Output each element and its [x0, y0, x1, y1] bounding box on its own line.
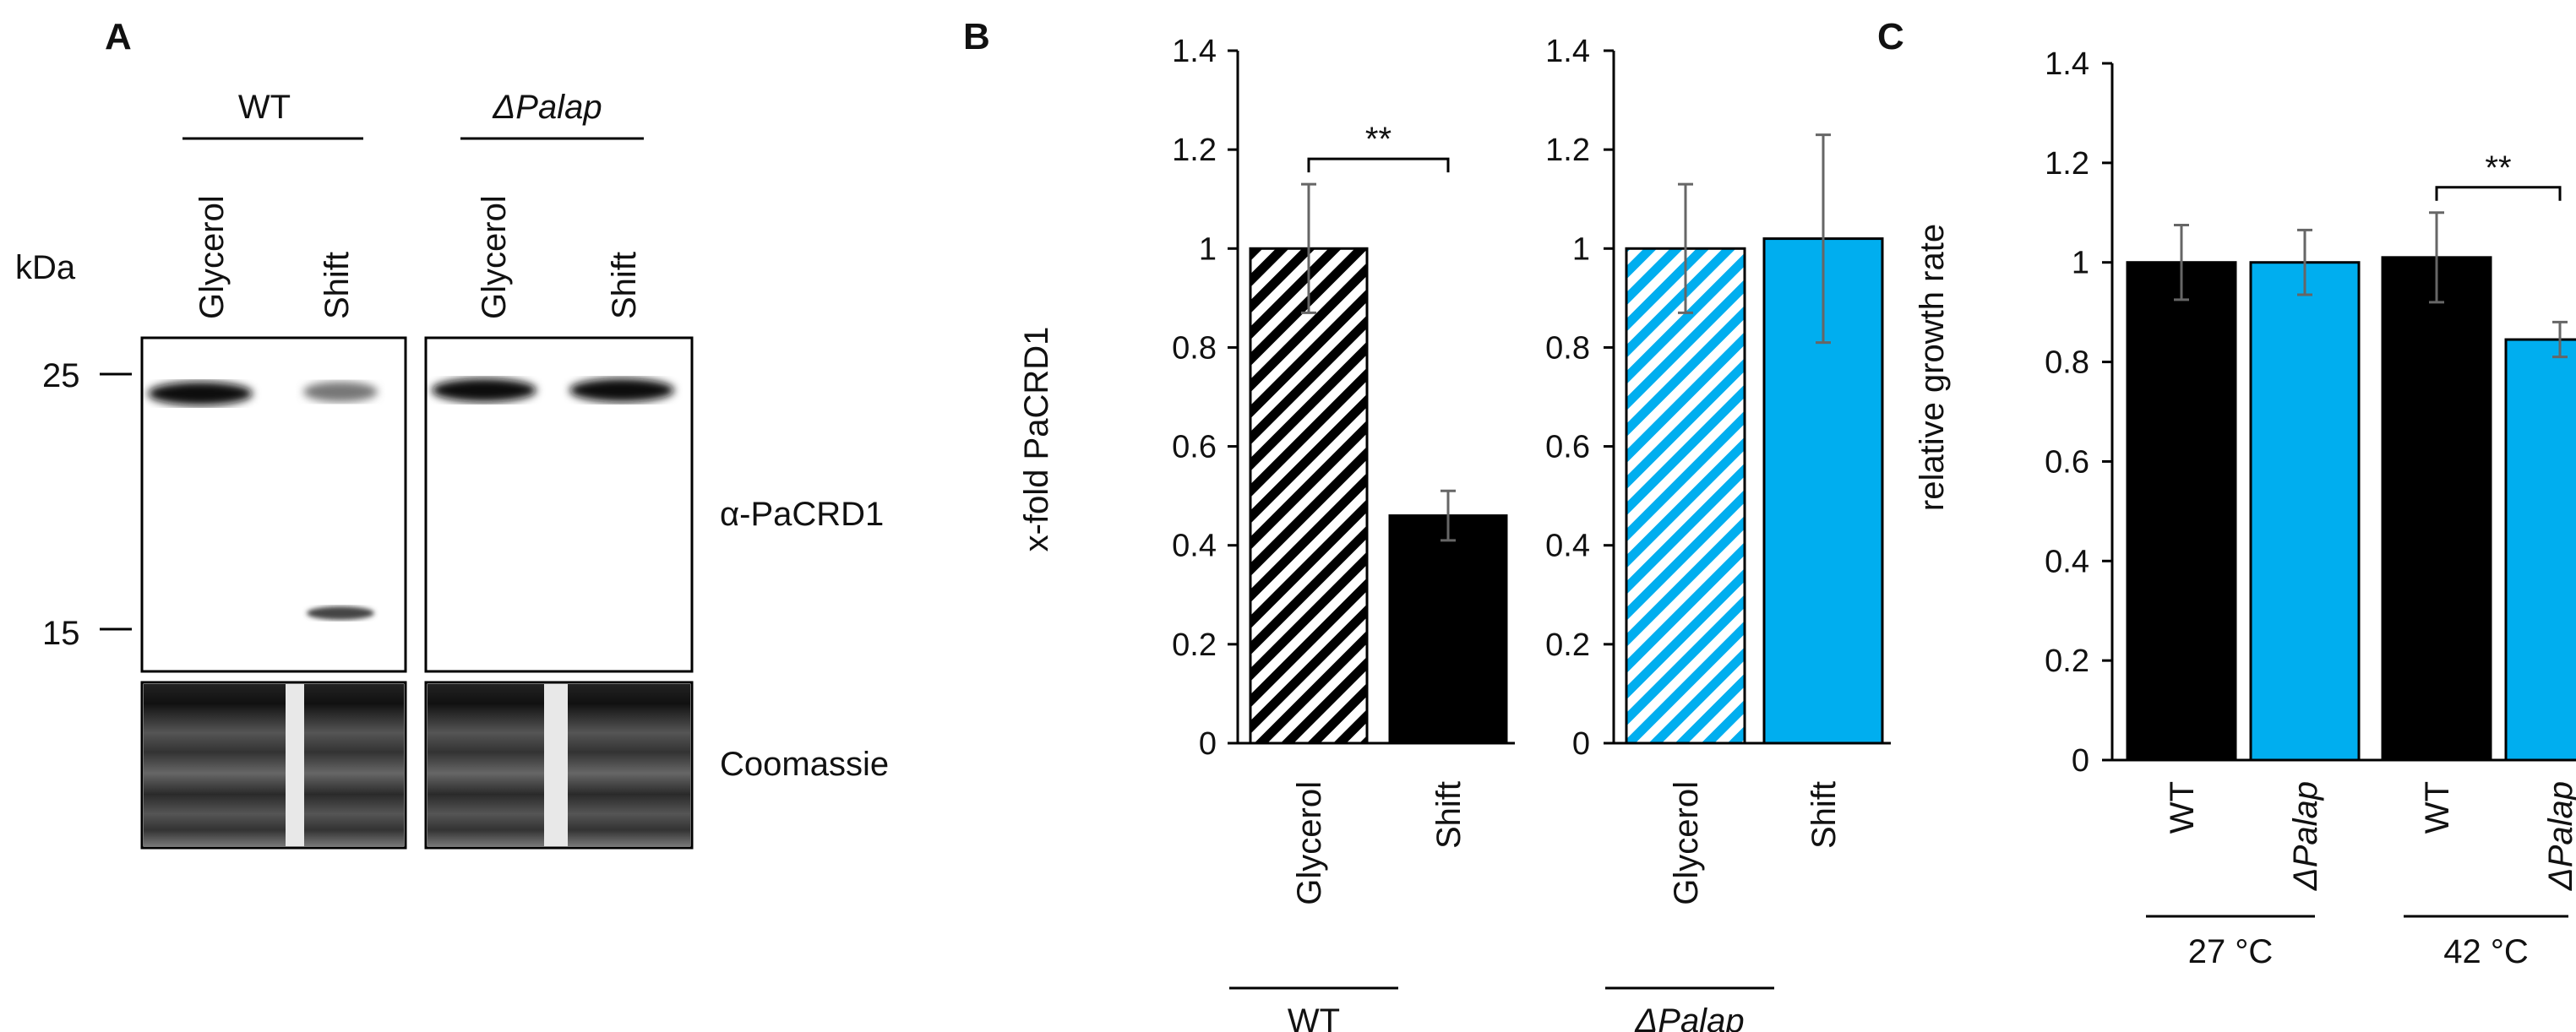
panel-c-letter: C: [1877, 16, 1904, 57]
coomassie-label: Coomassie: [720, 746, 889, 783]
category-label: WT: [2419, 781, 2456, 834]
bar: [1249, 247, 1369, 745]
coomassie-palap: [424, 681, 694, 850]
lane-label-wt-shift: Shift: [319, 252, 356, 319]
y-tick-label: 1.4: [1545, 34, 1590, 69]
bar: [2381, 256, 2492, 762]
bar: [2504, 338, 2576, 762]
category-label: Shift: [1430, 781, 1468, 849]
category-label: ΔPalap: [2542, 781, 2576, 891]
category-label: ΔPalap: [2287, 781, 2324, 891]
y-tick-label: 1: [1572, 231, 1590, 267]
lane-label-palap-shift: Shift: [606, 252, 643, 319]
y-tick-label: 0.8: [2045, 345, 2089, 381]
significance-bracket: [1307, 157, 1450, 173]
y-tick-label: 0: [1572, 726, 1590, 762]
group-label: WT: [1288, 1002, 1340, 1032]
category-label: Glycerol: [1291, 781, 1328, 905]
blot-wt: [140, 336, 407, 673]
y-tick-label: 0.2: [2045, 644, 2089, 679]
panel-c: C relative growth rate 0 0.2 0.4 0.6 0.8 1 1.2…: [1877, 16, 2576, 970]
significance-bracket: [2435, 186, 2562, 201]
y-tick-label: 1.2: [1545, 133, 1590, 168]
group-label: ΔPalap: [1634, 1002, 1744, 1032]
kda-label: kDa: [15, 249, 76, 286]
panel-a: A WT ΔPalap Glycerol Shift Glycerol Shif…: [15, 16, 889, 850]
y-tick-label: 0.4: [2045, 544, 2089, 579]
marker-25: 25: [42, 357, 80, 394]
panel-c-ylabel: relative growth rate: [1914, 224, 1951, 511]
chart-b-wt: 0 0.2 0.4 0.6 0.8 1 1.2 1.4 Glycerol Shift WT **: [1172, 34, 1515, 1032]
marker-15: 15: [42, 615, 80, 652]
y-tick-label: 0.4: [1545, 529, 1590, 564]
chart-c-growth: 0 0.2 0.4 0.6 0.8 1 1.2 1.4 WT ΔPalap WT ΔPalap 27 °…: [2045, 46, 2576, 970]
panel-a-letter: A: [105, 16, 132, 57]
y-tick-label: 0.2: [1172, 627, 1217, 663]
y-tick-label: 0.8: [1172, 330, 1217, 366]
band-palap-glycerol-25: [432, 378, 536, 402]
blot-antibody-label: α-PaCRD1: [720, 496, 884, 533]
group-label: 27 °C: [2188, 933, 2274, 970]
significance-label: **: [2485, 149, 2511, 187]
bar: [1388, 514, 1508, 745]
panel-b-ylabel: x-fold PaCRD1: [1018, 327, 1055, 552]
group-label: 42 °C: [2443, 933, 2529, 970]
lane-label-wt-glycerol: Glycerol: [193, 195, 231, 319]
y-tick-label: 0: [2072, 743, 2089, 779]
coomassie-wt: [140, 681, 407, 850]
significance-label: **: [1365, 121, 1391, 158]
y-tick-label: 1.2: [1172, 133, 1217, 168]
y-tick-label: 0.6: [1172, 430, 1217, 465]
band-wt-glycerol-25: [148, 382, 253, 405]
chart-b-palap: 0 0.2 0.4 0.6 0.8 1 1.2 1.4 Glycerol Shift ΔPalap: [1545, 34, 1891, 1032]
bar: [2126, 261, 2237, 762]
y-tick-label: 1: [1199, 231, 1217, 267]
y-tick-label: 0: [1199, 726, 1217, 762]
y-tick-label: 1.4: [1172, 34, 1217, 69]
y-tick-label: 0.6: [1545, 430, 1590, 465]
y-tick-label: 0.4: [1172, 529, 1217, 564]
blot-palap: [424, 336, 694, 673]
group-label-palap: ΔPalap: [492, 89, 602, 126]
y-tick-label: 0.2: [1545, 627, 1590, 663]
y-tick-label: 0.8: [1545, 330, 1590, 366]
lane-label-palap-glycerol: Glycerol: [476, 195, 513, 319]
band-palap-shift-25: [569, 378, 674, 402]
panel-b-letter: B: [963, 16, 990, 57]
bar: [1625, 247, 1746, 745]
y-tick-label: 1: [2072, 246, 2089, 281]
band-wt-shift-25: [303, 382, 378, 402]
category-label: Shift: [1805, 781, 1843, 849]
y-tick-label: 0.6: [2045, 444, 2089, 480]
bar: [2249, 261, 2361, 762]
band-wt-shift-15: [307, 606, 374, 620]
y-tick-label: 1.4: [2045, 46, 2089, 82]
panel-b: B x-fold PaCRD1 0 0.2 0.4 0.6 0.8 1 1.2 1.4 Glyc…: [963, 16, 1891, 1032]
category-label: Glycerol: [1668, 781, 1705, 905]
category-label: WT: [2164, 781, 2201, 834]
group-label-wt: WT: [238, 89, 291, 126]
y-tick-label: 1.2: [2045, 146, 2089, 182]
